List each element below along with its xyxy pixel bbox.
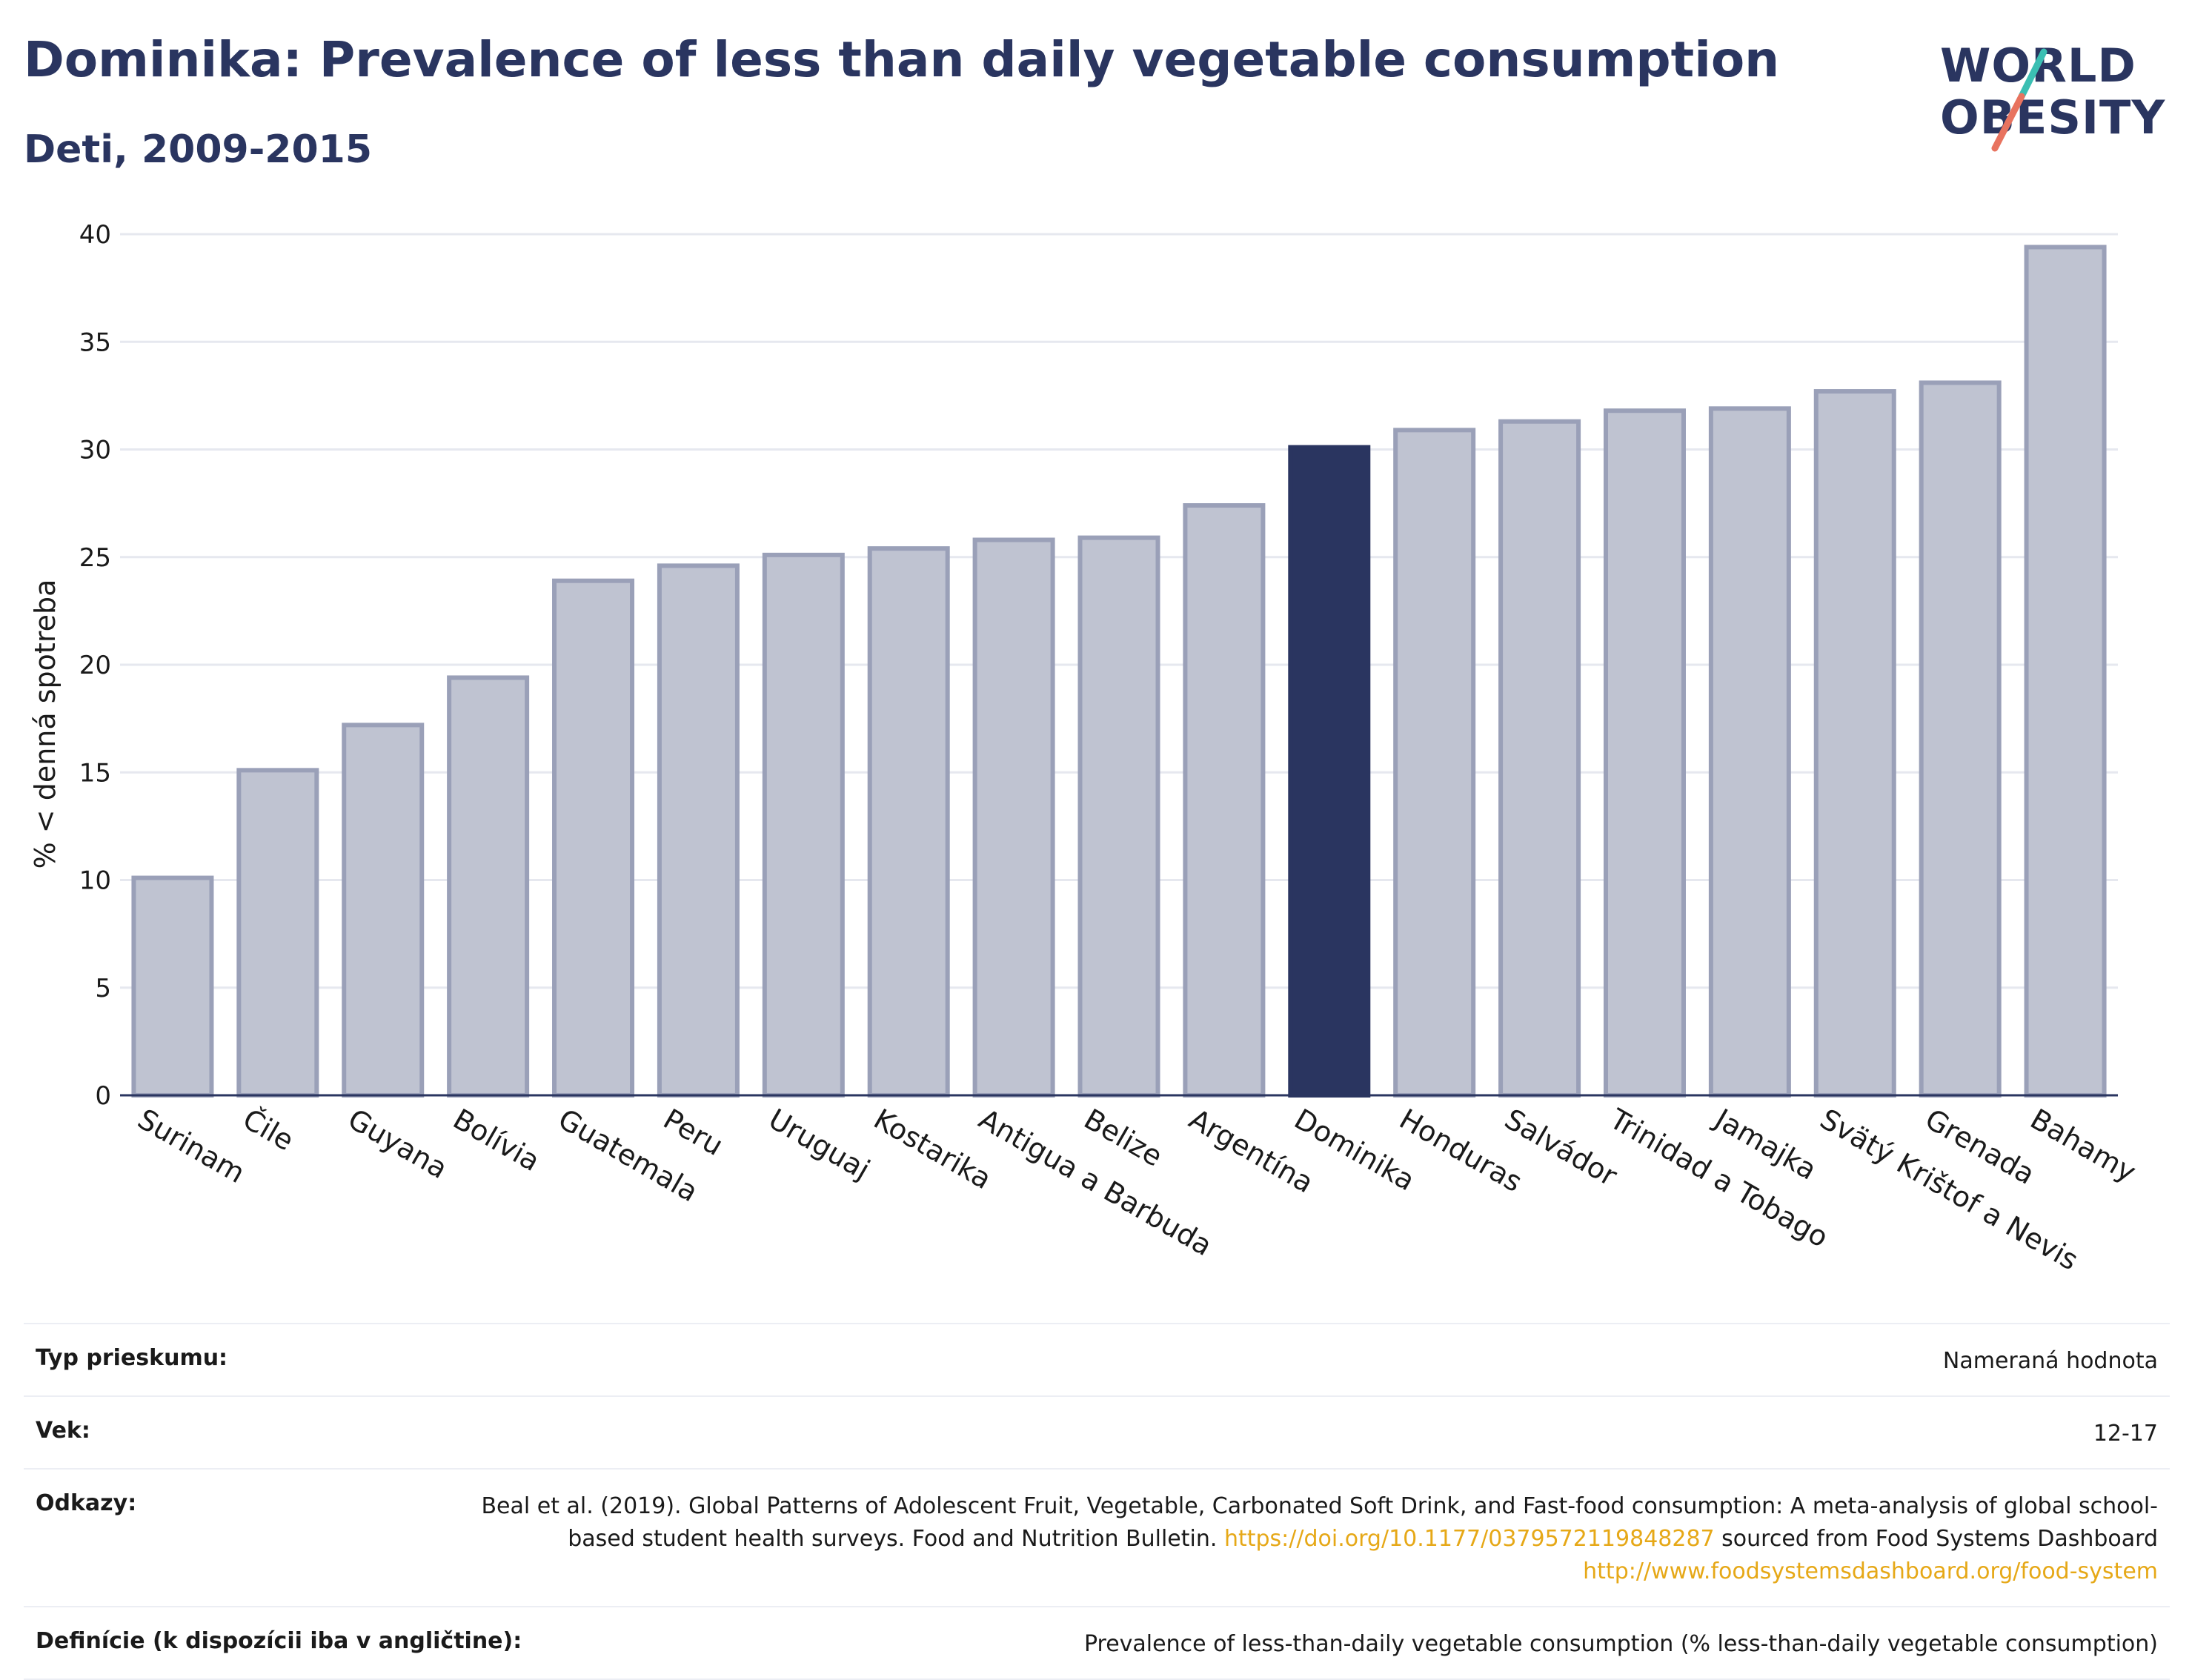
info-row-age: Vek: 12-17 — [24, 1395, 2170, 1468]
bar-chart: 0 5 10 15 20 25 30 35 40 % < denná spotreba Surina… — [29, 220, 2142, 1277]
y-axis-label: % < denná spotreba — [29, 580, 62, 869]
bar — [1393, 428, 1476, 1098]
bar — [657, 563, 740, 1098]
logo-slash-coral — [1991, 93, 2025, 152]
y-tick-label: 35 — [79, 328, 111, 357]
bar — [1603, 408, 1686, 1098]
dashboard-link[interactable]: http://www.foodsystemsdashboard.org/food… — [1583, 1558, 2158, 1584]
y-tick-label: 5 — [95, 974, 111, 1003]
bar — [972, 537, 1055, 1098]
bar — [447, 675, 530, 1098]
info-label: Typ prieskumu: — [36, 1345, 228, 1371]
info-value: 12-17 — [2093, 1421, 2158, 1447]
x-tick-label: Peru — [658, 1103, 728, 1162]
reference-text-sourced: sourced from Food Systems Dashboard — [1721, 1526, 2158, 1552]
info-table: Typ prieskumu: Nameraná hodnota Vek: 12-… — [24, 1323, 2170, 1680]
chart-title: Dominika: Prevalence of less than daily … — [24, 31, 1780, 88]
x-tick-label: Guyana — [342, 1103, 453, 1185]
bar — [1919, 380, 2002, 1098]
y-tick-label: 40 — [79, 220, 111, 250]
bar — [1077, 535, 1160, 1098]
y-tick-label: 30 — [79, 436, 111, 465]
chart-subtitle: Deti, 2009-2015 — [24, 127, 373, 172]
info-value: Prevalence of less-than-daily vegetable … — [1083, 1631, 2158, 1657]
bar — [236, 768, 319, 1098]
logo-slash-teal — [2018, 48, 2047, 100]
y-tick-label: 15 — [79, 758, 111, 788]
bar — [762, 552, 845, 1098]
y-tick-label: 25 — [79, 543, 111, 573]
logo-word-obesity: OBESITY — [1940, 90, 2165, 145]
bar — [1288, 445, 1371, 1098]
info-label: Vek: — [36, 1418, 90, 1444]
info-row-definitions: Definície (k dispozícii iba v angličtine… — [24, 1606, 2170, 1680]
bar — [867, 546, 950, 1098]
y-tick-label: 10 — [79, 866, 111, 896]
bar — [342, 723, 425, 1098]
info-value: Nameraná hodnota — [1942, 1348, 2158, 1374]
info-row-references: Odkazy: Beal et al. (2019). Global Patte… — [24, 1468, 2170, 1606]
bar — [2024, 245, 2107, 1098]
bar — [1498, 419, 1581, 1098]
bar — [1708, 406, 1791, 1098]
doi-link[interactable]: https://doi.org/10.1177/0379572119848287 — [1223, 1526, 1715, 1552]
bar — [552, 578, 635, 1098]
info-label: Definície (k dispozícii iba v angličtine… — [36, 1628, 522, 1654]
bar — [1813, 389, 1896, 1098]
x-tick-label: Kostarika — [869, 1103, 997, 1196]
bar — [131, 875, 214, 1098]
info-value: Beal et al. (2019). Global Patterns of A… — [454, 1490, 2158, 1588]
x-tick-label: Uruguaj — [763, 1103, 876, 1186]
x-tick-label: Surinam — [132, 1103, 250, 1189]
info-label: Odkazy: — [36, 1490, 137, 1516]
x-tick-label: Bolívia — [448, 1103, 545, 1178]
world-obesity-logo: WORLD OBESITY — [1940, 39, 2165, 152]
bar — [1183, 503, 1266, 1098]
y-tick-label: 0 — [95, 1081, 111, 1111]
reference-text: Beal et al. (2019). Global Patterns of A… — [481, 1493, 2158, 1552]
x-tick-label: Bahamy — [2025, 1103, 2142, 1189]
y-tick-label: 20 — [79, 651, 111, 680]
x-tick-label: Čile — [237, 1103, 299, 1158]
info-row-survey-type: Typ prieskumu: Nameraná hodnota — [24, 1323, 2170, 1395]
